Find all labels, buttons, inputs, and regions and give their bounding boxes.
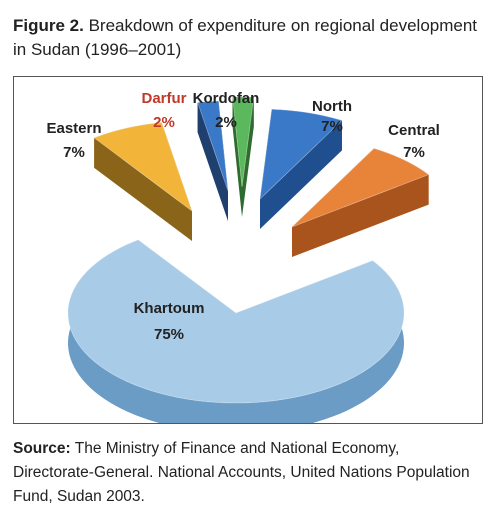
pie-slice-wall [260,120,342,229]
pie-slice-wall [242,97,254,217]
slice-label-darfur: Darfur [141,90,186,107]
pie-slice-wall [292,174,429,257]
pie-slice-top [197,100,229,192]
pie-slice-top [232,96,255,188]
chart-frame: North 7% Central 7% Khartoum 75% Eastern 7% Darf… [13,76,483,424]
source-note: Source: The Ministry of Finance and Nati… [13,437,483,509]
slice-value-north: 7% [321,118,343,135]
pie-slice-top [67,239,405,404]
pie-slice-top [291,147,430,228]
pie-slice-eastern [93,122,193,241]
pie-slice-central [291,147,430,257]
slice-label-kordofan: Kordofan [193,90,260,107]
slice-value-khartoum: 75% [154,326,184,343]
figure-title-text: Breakdown of expenditure on regional dev… [13,16,478,59]
pie-slice-kordofan [232,96,255,217]
slice-value-central: 7% [403,144,425,161]
pie-slice-wall [232,97,242,217]
pie-slice-north [259,108,343,229]
figure-label: Figure 2. [13,16,84,35]
slice-label-north: North [312,98,352,115]
pie-slice-wall [94,137,192,241]
slice-label-khartoum: Khartoum [134,300,205,317]
pie-slice-khartoum [67,239,405,423]
pie-slices [67,96,430,423]
source-text: The Ministry of Finance and National Eco… [13,440,470,505]
pie-slice-top [93,122,193,213]
pie-labels: North 7% Central 7% Khartoum 75% Eastern 7% Darf… [46,90,439,343]
slice-value-darfur: 2% [153,114,175,131]
slice-label-central: Central [388,122,440,139]
figure-title: Figure 2. Breakdown of expenditure on re… [13,14,483,62]
slice-value-eastern: 7% [63,144,85,161]
slice-value-kordofan: 2% [215,114,237,131]
pie-slice-wall [197,102,228,221]
pie-slice-darfur [197,100,229,221]
slice-label-eastern: Eastern [46,120,101,137]
pie-slice-top [259,108,343,201]
pie-chart: North 7% Central 7% Khartoum 75% Eastern 7% Darf… [46,90,440,423]
source-label: Source: [13,440,71,457]
